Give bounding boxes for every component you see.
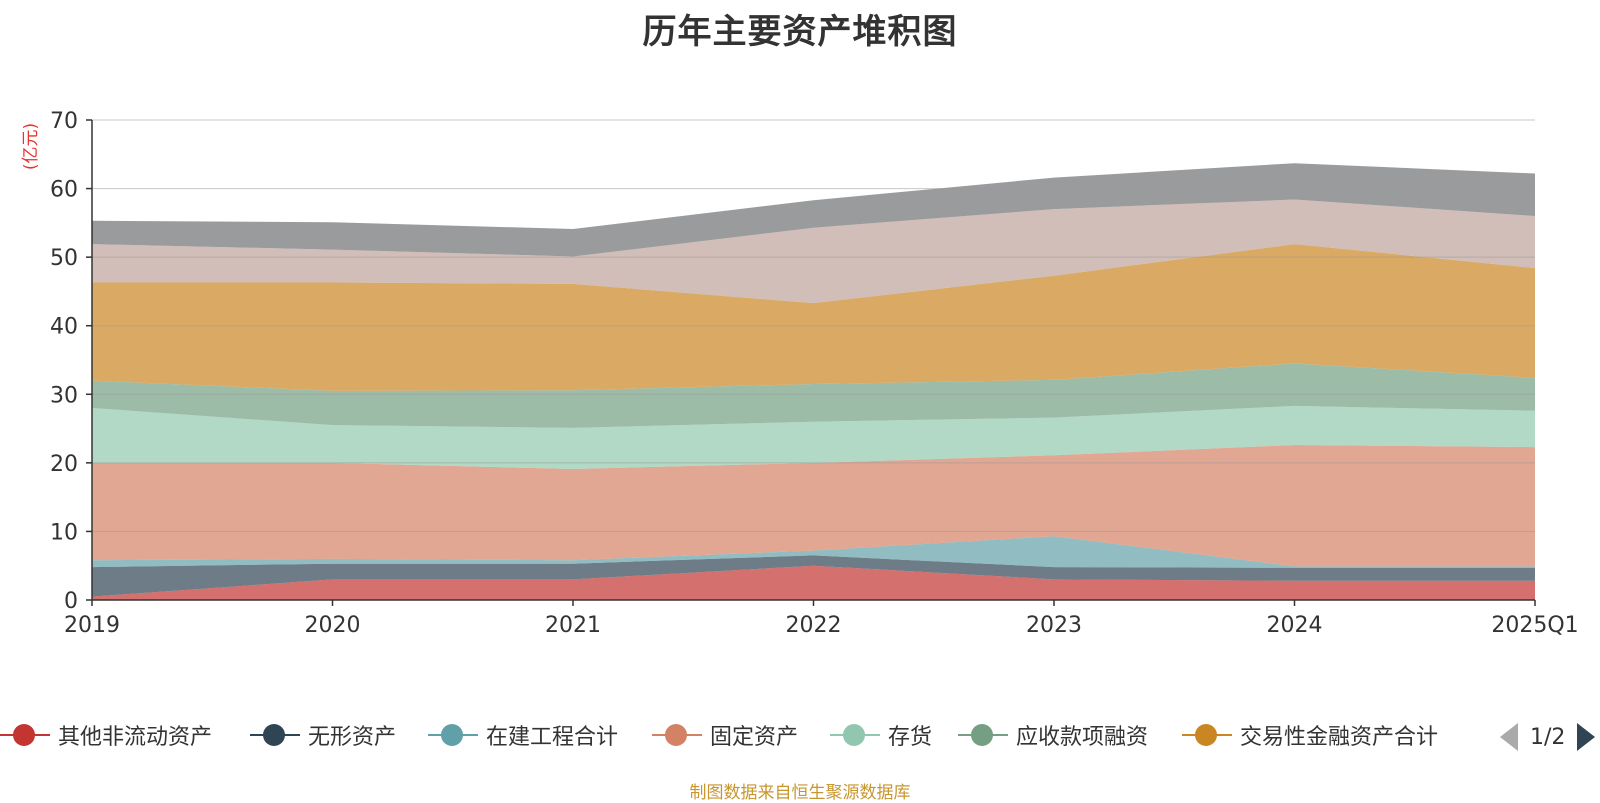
legend-prev-arrow-icon[interactable] xyxy=(1500,723,1518,751)
area-series-7 xyxy=(92,244,1535,391)
area-series-5 xyxy=(92,405,1535,469)
y-tick-label: 0 xyxy=(64,589,78,614)
legend-marker-icon xyxy=(830,723,880,747)
legend-page-indicator: 1/2 xyxy=(1530,724,1566,750)
area-series-8 xyxy=(92,199,1535,304)
x-tick-label: 2021 xyxy=(545,613,601,638)
legend-marker-icon xyxy=(250,723,300,747)
area-series-9 xyxy=(92,163,1535,257)
legend-marker-icon xyxy=(652,723,702,747)
legend-item[interactable]: 固定资产 xyxy=(652,718,798,752)
legend-marker-icon xyxy=(1182,723,1232,747)
legend-item[interactable]: 存货 xyxy=(830,718,932,752)
x-tick-label: 2024 xyxy=(1267,613,1323,638)
y-tick-label: 40 xyxy=(50,315,78,340)
legend-label: 其他非流动资产 xyxy=(58,725,213,750)
legend-label: 固定资产 xyxy=(710,725,799,750)
x-tick-label: 2022 xyxy=(786,613,842,638)
legend-label: 交易性金融资产合计 xyxy=(1240,725,1439,750)
legend-marker-icon xyxy=(0,723,50,747)
legend-item[interactable]: 在建工程合计 xyxy=(428,718,618,752)
axes: 0 10 20 30 40 50 60 70 2019 2020 2021 2022 2023 2024 2… xyxy=(50,109,1579,638)
area-series-6 xyxy=(92,363,1535,428)
x-tick-label: 2019 xyxy=(64,613,120,638)
x-tick-label: 2020 xyxy=(305,613,361,638)
legend-item[interactable]: 交易性金融资产合计 xyxy=(1182,718,1438,752)
y-tick-label: 70 xyxy=(50,109,78,134)
x-tick-label: 2023 xyxy=(1026,613,1082,638)
data-source-note: 制图数据来自恒生聚源数据库 xyxy=(689,783,911,803)
legend-pager: 1/2 xyxy=(1500,720,1596,754)
y-tick-label: 20 xyxy=(50,452,78,477)
legend-label: 无形资产 xyxy=(308,725,397,750)
legend-item[interactable]: 应收款项融资 xyxy=(958,718,1148,752)
legend-item[interactable]: 无形资产 xyxy=(250,718,396,752)
legend-item[interactable]: 其他非流动资产 xyxy=(0,718,212,752)
area-series-1 xyxy=(92,565,1535,600)
y-tick-label: 60 xyxy=(50,178,78,203)
legend-marker-icon xyxy=(958,723,1008,747)
legend-marker-icon xyxy=(428,723,478,747)
area-series xyxy=(92,119,1535,600)
y-tick-label: 30 xyxy=(50,383,78,408)
legend-label: 存货 xyxy=(888,725,933,750)
x-tick-label: 2025Q1 xyxy=(1491,613,1578,638)
area-series-2 xyxy=(92,555,1535,597)
legend-label: 应收款项融资 xyxy=(1016,725,1149,750)
legend-next-arrow-icon[interactable] xyxy=(1577,723,1596,751)
y-tick-label: 50 xyxy=(50,246,78,271)
legend-label: 在建工程合计 xyxy=(486,725,619,750)
y-tick-label: 10 xyxy=(50,520,78,545)
chart-title: 历年主要资产堆积图 xyxy=(642,12,958,52)
legend: 其他非流动资产 无形资产 在建工程合计 固定资产 存货 应收款项融资 交易性金融资产合计 xyxy=(0,718,1600,752)
area-series-3 xyxy=(92,536,1535,568)
area-series-4 xyxy=(92,445,1535,567)
